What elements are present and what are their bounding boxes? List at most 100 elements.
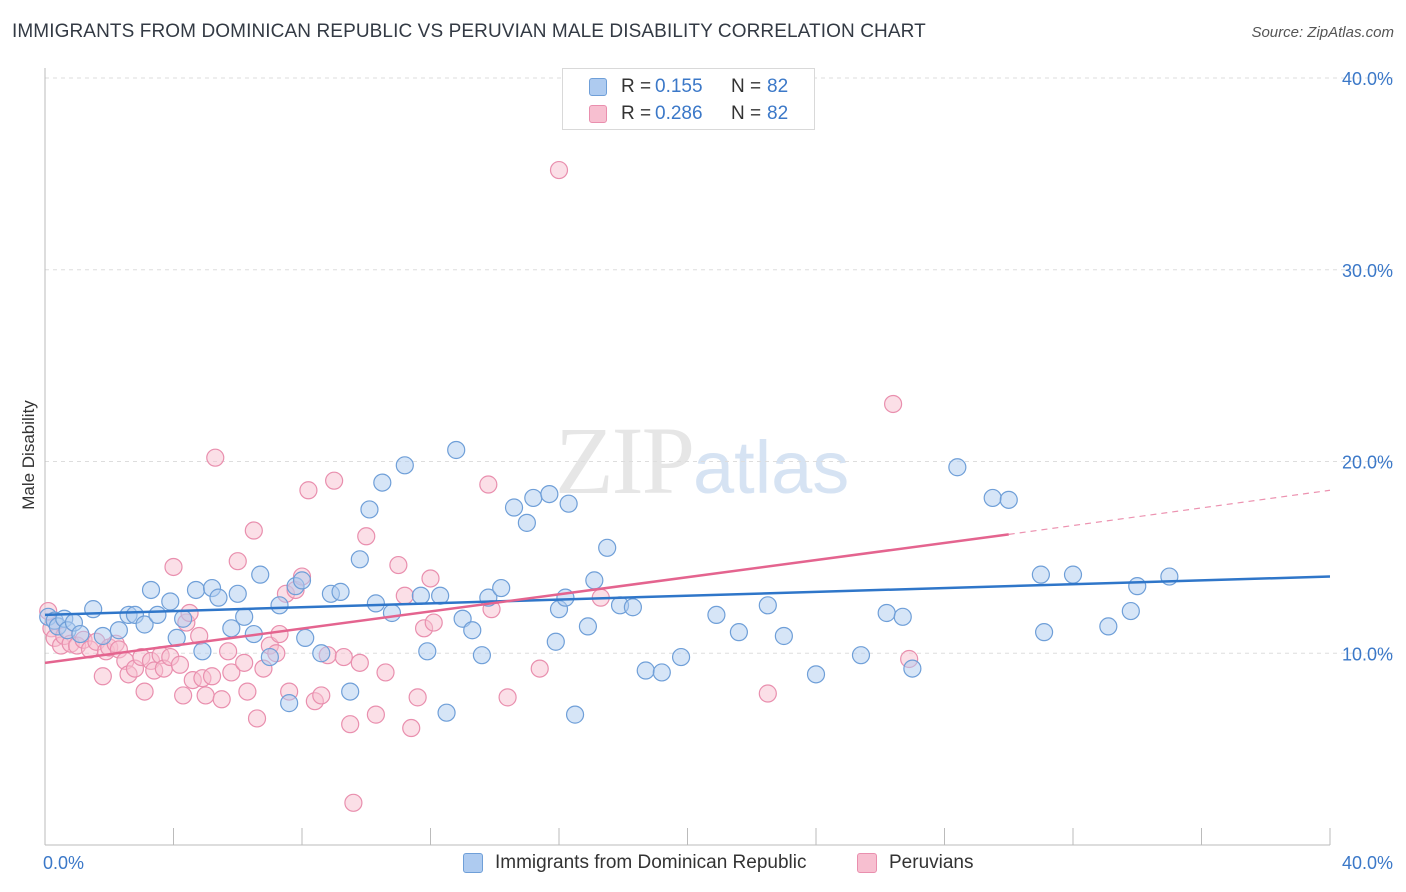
data-point [260, 647, 279, 667]
data-point [517, 513, 536, 532]
data-point [504, 498, 524, 517]
data-point [193, 642, 212, 661]
data-point [235, 653, 254, 672]
data-point [585, 571, 604, 590]
data-point [334, 647, 353, 667]
data-point [312, 644, 331, 663]
data-point [109, 621, 128, 640]
data-point [395, 456, 414, 475]
data-point [903, 659, 922, 678]
watermark-zip: ZIP [555, 407, 695, 514]
data-point [228, 552, 247, 571]
trend-line-peruvians [44, 533, 1009, 665]
data-point [244, 521, 263, 540]
data-point [395, 586, 414, 605]
data-point [559, 494, 578, 513]
n-label: N = [731, 103, 762, 124]
y-tick-label: 30.0% [1342, 261, 1393, 281]
data-point [270, 624, 289, 644]
data-point [1031, 565, 1050, 584]
data-point [206, 448, 225, 467]
data-point [376, 663, 395, 682]
data-point [170, 655, 190, 674]
n-label: N = [731, 76, 762, 97]
data-point [222, 663, 241, 682]
data-point [84, 600, 103, 619]
data-point [270, 596, 289, 615]
axes [44, 68, 1331, 846]
data-point [463, 621, 482, 640]
data-point [707, 605, 726, 625]
data-point [299, 481, 318, 500]
data-point [292, 571, 312, 590]
data-point [431, 586, 450, 605]
data-point [71, 624, 90, 644]
data-point [999, 490, 1018, 509]
r-label: R = [621, 103, 652, 124]
data-point [806, 665, 826, 684]
data-point [238, 682, 257, 701]
data-point [492, 578, 511, 598]
legend-label-dominican: Immigrants from Dominican Republic [495, 852, 807, 873]
data-point [598, 538, 617, 557]
data-point [350, 653, 369, 672]
data-point [247, 709, 267, 728]
data-point [530, 659, 549, 678]
data-point [360, 500, 379, 519]
data-point [366, 594, 385, 613]
watermark-atlas: atlas [693, 426, 850, 509]
data-point [135, 615, 154, 634]
data-point [1128, 577, 1147, 596]
data-point [418, 642, 437, 661]
data-point [411, 586, 430, 605]
data-point [228, 584, 247, 603]
trend-line-dominican [44, 575, 1331, 617]
data-point [93, 667, 112, 686]
data-point [447, 440, 466, 460]
data-point [498, 688, 517, 707]
data-point [280, 694, 299, 713]
y-tick-label: 20.0% [1342, 453, 1393, 473]
x-tick-label: 0.0% [43, 853, 84, 873]
data-point [350, 550, 369, 569]
data-point [93, 626, 112, 646]
pink-swatch [589, 105, 607, 123]
data-point [1121, 601, 1140, 621]
y-tick-label: 10.0% [1342, 644, 1393, 664]
data-point [540, 484, 559, 504]
data-point [578, 617, 598, 636]
data-point [421, 569, 440, 588]
data-point [729, 623, 749, 642]
data-point [357, 527, 376, 546]
data-point [402, 718, 421, 738]
data-point [202, 667, 222, 686]
data-point [851, 646, 871, 665]
data-point [389, 555, 408, 575]
data-point [774, 626, 793, 646]
data-point [382, 603, 402, 623]
data-point [135, 682, 154, 701]
data-point [161, 592, 180, 611]
trend-lines [44, 489, 1331, 665]
correlation-legend: R = 0.155 N = 82 R = 0.286 N = 82 [562, 68, 815, 130]
chart-title: IMMIGRANTS FROM DOMINICAN REPUBLIC VS PE… [12, 21, 926, 42]
data-point [623, 598, 642, 617]
data-point [877, 603, 896, 623]
data-point [148, 605, 167, 625]
r-label: R = [621, 76, 652, 97]
data-point [472, 646, 491, 665]
y-axis-label: Male Disability [19, 400, 38, 510]
grid-lines [45, 77, 1395, 654]
n-value: 82 [767, 103, 789, 124]
data-point [341, 682, 360, 701]
data-point [331, 582, 350, 601]
zipatlas-watermark: ZIPatlas [555, 405, 849, 516]
data-point [219, 642, 238, 661]
data-point [341, 715, 360, 734]
r-value: 0.286 [655, 103, 703, 124]
data-point [758, 684, 777, 703]
tick-labels: 10.0% 20.0% 30.0% 40.0% 0.0% 40.0% Male Disabi… [19, 69, 1393, 873]
data-point [883, 394, 903, 414]
pink-swatch [857, 853, 877, 873]
